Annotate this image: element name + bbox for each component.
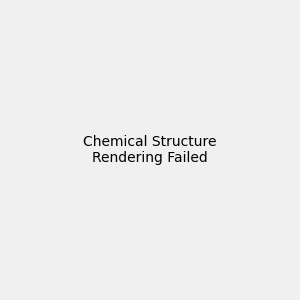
Text: Chemical Structure
Rendering Failed: Chemical Structure Rendering Failed xyxy=(83,135,217,165)
